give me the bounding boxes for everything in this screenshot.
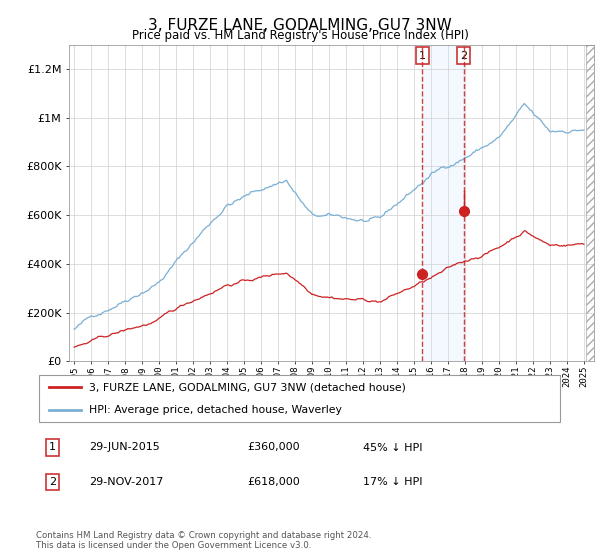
Text: 1: 1 bbox=[49, 442, 56, 452]
Text: HPI: Average price, detached house, Waverley: HPI: Average price, detached house, Wave… bbox=[89, 405, 341, 416]
Text: 29-NOV-2017: 29-NOV-2017 bbox=[89, 477, 163, 487]
Text: 2: 2 bbox=[460, 51, 467, 60]
Text: 1: 1 bbox=[419, 51, 426, 60]
Text: 45% ↓ HPI: 45% ↓ HPI bbox=[364, 442, 423, 452]
Text: Price paid vs. HM Land Registry's House Price Index (HPI): Price paid vs. HM Land Registry's House … bbox=[131, 29, 469, 42]
Bar bbox=[422, 45, 464, 361]
Text: £618,000: £618,000 bbox=[247, 477, 300, 487]
Text: 2: 2 bbox=[49, 477, 56, 487]
Text: 17% ↓ HPI: 17% ↓ HPI bbox=[364, 477, 423, 487]
Text: £360,000: £360,000 bbox=[247, 442, 300, 452]
FancyBboxPatch shape bbox=[38, 375, 560, 422]
Text: Contains HM Land Registry data © Crown copyright and database right 2024.
This d: Contains HM Land Registry data © Crown c… bbox=[36, 531, 371, 550]
Text: 3, FURZE LANE, GODALMING, GU7 3NW (detached house): 3, FURZE LANE, GODALMING, GU7 3NW (detac… bbox=[89, 382, 406, 393]
Text: 3, FURZE LANE, GODALMING, GU7 3NW: 3, FURZE LANE, GODALMING, GU7 3NW bbox=[148, 18, 452, 33]
Text: 29-JUN-2015: 29-JUN-2015 bbox=[89, 442, 160, 452]
